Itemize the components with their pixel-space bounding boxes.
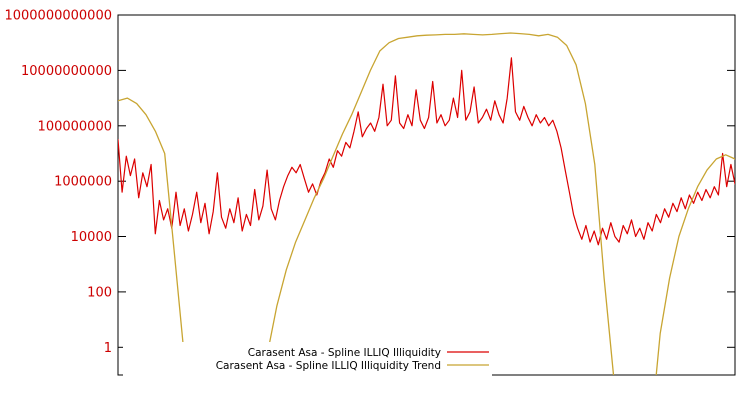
- series-line-trend: [118, 32, 735, 375]
- y-axis: 1 100 10000 1000000 100000000 10000000000 1000…: [4, 9, 112, 356]
- legend-label-illiquidity: Carasent Asa - Spline ILLIQ Illiquidity: [248, 347, 441, 359]
- y-tick-label: 10000: [71, 230, 112, 245]
- y-tick-label: 1000000: [54, 175, 112, 190]
- y-tick-label: 100000000: [38, 119, 112, 134]
- series-line-illiquidity: [118, 57, 735, 246]
- series-lines: [118, 32, 735, 375]
- y-tick-label: 1000000000000: [4, 9, 112, 24]
- legend-box: [123, 342, 492, 376]
- y-tick-label: 10000000000: [21, 64, 112, 79]
- legend-label-trend: Carasent Asa - Spline ILLIQ Illiquidity …: [216, 360, 441, 372]
- plot-area-border: [117, 14, 736, 376]
- legend: Carasent Asa - Spline ILLIQ Illiquidity …: [123, 342, 492, 376]
- axis-tick-marks: [118, 14, 735, 348]
- y-tick-label: 1: [104, 341, 112, 356]
- y-tick-label: 100: [87, 285, 112, 300]
